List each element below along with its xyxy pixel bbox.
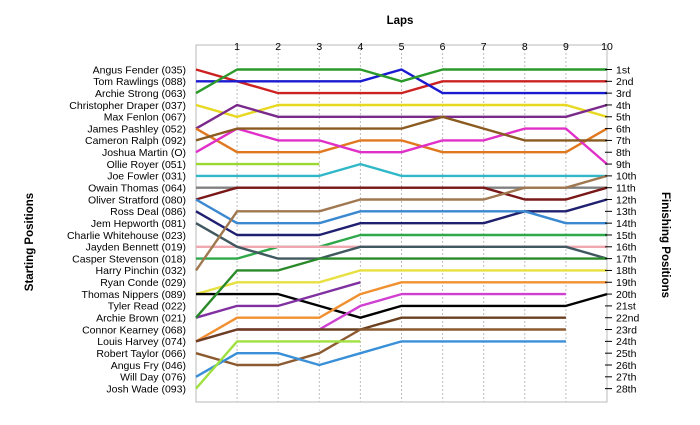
starting-position-label: Cameron Ralph (092) — [85, 135, 186, 147]
starting-position-label: Harry Pinchin (032) — [96, 265, 186, 277]
starting-position-label: Jem Hepworth (081) — [91, 218, 186, 230]
x-tick-label: 3 — [316, 41, 322, 53]
driver-series-line — [195, 198, 607, 225]
driver-series-line — [195, 257, 607, 319]
chart-title: Laps — [387, 15, 414, 27]
finishing-position-label: 11th — [616, 183, 636, 195]
starting-position-label: Oliver Stratford (080) — [88, 194, 186, 206]
x-ticks: 1 2 3 4 5 6 7 8 9 10 — [234, 41, 613, 53]
driver-series-line — [195, 127, 608, 154]
finishing-position-label: 10th — [616, 171, 637, 183]
series-layer — [195, 68, 608, 390]
driver-series-line — [195, 340, 361, 390]
driver-series-line — [195, 68, 607, 95]
driver-series-line — [195, 127, 608, 166]
driver-series-line — [195, 222, 608, 260]
x-tick-label: 1 — [234, 41, 240, 53]
starting-position-label: Tyler Read (022) — [108, 301, 186, 313]
x-tick-label: 7 — [481, 41, 487, 53]
starting-position-label: Josh Wade (093) — [106, 383, 186, 395]
starting-position-label: Thomas Nippers (089) — [82, 289, 186, 301]
starting-position-label: Robert Taylor (066) — [96, 348, 186, 360]
finishing-position-label: 8th — [616, 147, 631, 159]
finishing-position-label: 20th — [616, 289, 637, 301]
starting-position-label: Charlie Whitehouse (023) — [67, 230, 186, 242]
finishing-position-label: 13th — [616, 206, 637, 218]
left-labels: Angus Fender (035)Tom Rawlings (088)Arch… — [67, 64, 186, 395]
finishing-position-label: 25th — [616, 348, 637, 360]
starting-position-label: Owain Thomas (064) — [88, 183, 186, 195]
y-axis-label-right: Finishing Positions — [659, 192, 671, 298]
finishing-position-label: 9th — [616, 159, 631, 171]
starting-position-label: Joshua Martin (O) — [102, 147, 186, 159]
driver-series-line — [195, 186, 608, 201]
finishing-position-label: 14th — [616, 218, 637, 230]
starting-position-label: Casper Stevenson (018) — [72, 253, 186, 265]
finishing-position-label: 23rd — [616, 324, 637, 336]
starting-position-label: Angus Fry (046) — [111, 360, 186, 372]
starting-position-label: Ollie Royer (051) — [107, 159, 186, 171]
y-axis-label-left: Starting Positions — [24, 193, 36, 291]
driver-series-line — [195, 316, 566, 343]
finishing-position-label: 5th — [616, 112, 631, 124]
driver-series-line — [195, 340, 566, 378]
finishing-position-label: 4th — [616, 100, 631, 112]
x-tick-label: 5 — [399, 41, 405, 53]
starting-position-label: Will Day (076) — [120, 372, 186, 384]
driver-series-line — [195, 198, 608, 237]
finishing-position-label: 24th — [616, 336, 637, 348]
driver-series-line — [195, 281, 361, 319]
starting-position-label: James Pashley (052) — [87, 123, 186, 135]
driver-series-line — [195, 328, 566, 367]
starting-position-label: Angus Fender (035) — [93, 64, 186, 76]
x-tick-label: 2 — [275, 41, 281, 53]
finishing-position-label: 1st — [616, 64, 630, 76]
driver-series-line — [196, 68, 607, 95]
finishing-position-label: 3rd — [616, 88, 631, 100]
driver-series-line — [195, 174, 608, 272]
starting-position-label: Louis Harvey (074) — [97, 336, 186, 348]
driver-series-line — [196, 292, 608, 319]
starting-position-label: Joe Fowler (031) — [107, 171, 186, 183]
starting-position-label: Tom Rawlings (088) — [93, 76, 186, 88]
finishing-position-label: 7th — [616, 135, 631, 147]
finishing-position-label: 18th — [616, 265, 637, 277]
finishing-position-label: 16th — [616, 242, 637, 254]
x-tick-label: 8 — [522, 41, 528, 53]
finishing-position-label: 22nd — [616, 313, 640, 325]
driver-series-line — [195, 103, 608, 118]
driver-series-line — [196, 162, 607, 178]
starting-position-label: Max Fenlon (067) — [104, 112, 186, 124]
finishing-position-label: 26th — [616, 360, 637, 372]
finishing-position-label: 12th — [616, 194, 637, 206]
driver-series-line — [195, 103, 608, 130]
finishing-position-label: 6th — [616, 123, 631, 135]
driver-series-line — [195, 281, 607, 343]
finishing-position-label: 21st — [616, 301, 636, 313]
right-labels: 1st2nd3rd4th5th6th7th8th9th10th11th12th1… — [605, 64, 640, 395]
x-tick-label: 10 — [601, 41, 613, 53]
finishing-position-label: 15th — [616, 230, 637, 242]
finishing-position-label: 19th — [616, 277, 637, 289]
finishing-position-label: 17th — [616, 253, 637, 265]
driver-series-line — [195, 68, 607, 95]
starting-position-label: Jayden Bennett (019) — [86, 242, 186, 254]
finishing-position-label: 28th — [616, 383, 637, 395]
starting-position-label: Archie Brown (021) — [96, 313, 186, 325]
driver-series-line — [195, 115, 607, 142]
driver-series-line — [196, 233, 607, 260]
x-tick-label: 9 — [563, 41, 569, 53]
x-tick-label: 6 — [440, 41, 446, 53]
x-tick-label: 4 — [357, 41, 363, 53]
starting-position-label: Archie Strong (063) — [95, 88, 186, 100]
starting-position-label: Ryan Conde (029) — [100, 277, 186, 289]
finishing-position-label: 2nd — [616, 76, 634, 88]
starting-position-label: Connor Kearney (068) — [82, 324, 186, 336]
starting-position-label: Ross Deal (086) — [110, 206, 186, 218]
starting-position-label: Christopher Draper (037) — [69, 100, 186, 112]
driver-series-line — [195, 269, 607, 296]
finishing-position-label: 27th — [616, 372, 637, 384]
